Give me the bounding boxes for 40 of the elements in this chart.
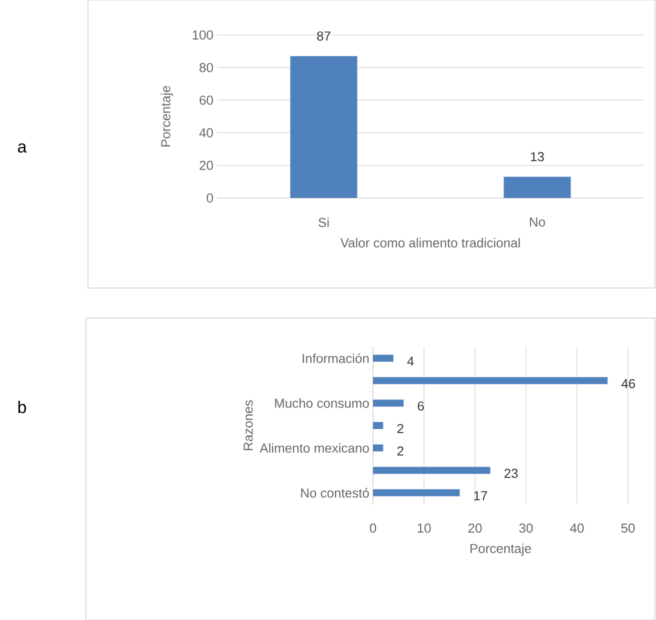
data-label: 17 — [474, 491, 488, 500]
data-label: 2 — [397, 424, 404, 434]
data-label: 87 — [317, 31, 330, 41]
data-label: 23 — [504, 468, 518, 478]
y-tick-label: Información — [302, 353, 369, 364]
y-tick-label: Mucho consumo — [275, 398, 369, 408]
x-axis-title: Porcentaje — [470, 544, 531, 556]
bar — [373, 444, 384, 452]
x-tick-label: 0 — [370, 524, 376, 533]
bar — [373, 466, 490, 474]
text: b — [18, 400, 26, 414]
bar — [373, 354, 394, 362]
data-label: 2 — [397, 446, 404, 456]
y-tick-label: 100 — [192, 30, 213, 40]
text: a — [18, 143, 27, 153]
data-label: 46 — [621, 379, 636, 388]
x-tick-label: Si — [318, 218, 329, 228]
x-tick-label: 30 — [519, 524, 533, 533]
y-axis-title: Razones — [244, 400, 253, 450]
y-axis-title: Porcentaje — [160, 86, 173, 146]
y-tick-label: 20 — [200, 160, 213, 170]
y-tick-label: 60 — [200, 96, 213, 105]
data-label: 13 — [531, 152, 544, 162]
x-axis-title: Valor como alimento tradicional — [340, 238, 520, 248]
x-tick-label: No — [530, 218, 546, 227]
y-tick-label: 0 — [206, 193, 213, 203]
data-label: 6 — [418, 401, 424, 411]
bar — [373, 489, 460, 496]
y-tick-label: 40 — [199, 128, 213, 138]
x-tick-label: 20 — [468, 524, 482, 533]
y-tick-label: Alimento mexicano — [260, 443, 369, 453]
data-label: 4 — [407, 356, 414, 366]
y-tick-label: No contestó — [301, 488, 369, 498]
bar — [373, 400, 404, 407]
x-tick-label: 50 — [621, 524, 635, 533]
y-tick-label: 80 — [200, 62, 213, 72]
bar — [373, 422, 384, 429]
x-tick-label: 10 — [418, 524, 431, 533]
x-tick-label: 40 — [570, 524, 584, 533]
bar — [373, 377, 608, 384]
